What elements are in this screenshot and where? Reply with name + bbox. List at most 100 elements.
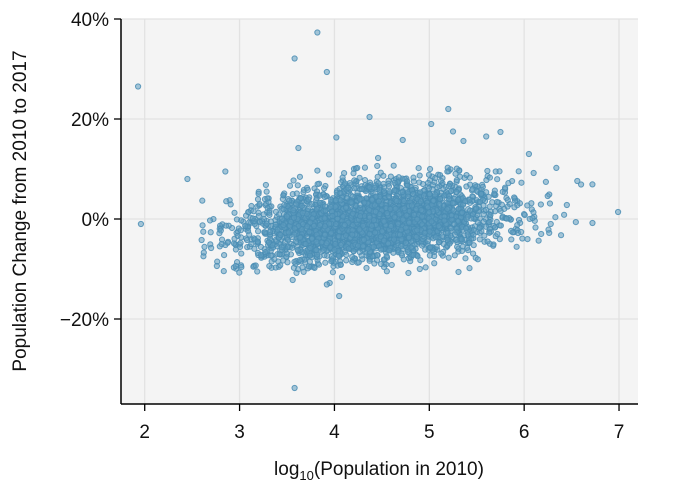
data-point <box>373 251 381 259</box>
data-point <box>374 154 382 162</box>
data-point <box>455 196 462 203</box>
data-point <box>494 230 501 238</box>
data-point <box>314 29 321 36</box>
data-point <box>481 232 488 239</box>
data-point <box>374 162 381 170</box>
data-point <box>416 265 423 273</box>
data-point <box>532 224 539 231</box>
data-point <box>445 105 452 113</box>
data-point <box>496 236 503 243</box>
data-point <box>399 188 406 196</box>
data-point <box>285 229 292 236</box>
data-point <box>298 202 305 210</box>
data-point <box>537 201 544 208</box>
data-point <box>426 228 433 235</box>
data-point <box>327 229 335 236</box>
data-point <box>445 254 452 261</box>
data-point <box>444 229 451 237</box>
data-point <box>338 273 346 281</box>
data-point <box>466 239 473 246</box>
data-point <box>321 231 329 238</box>
data-point <box>390 236 398 243</box>
data-point <box>294 182 301 189</box>
data-point <box>308 235 316 242</box>
data-point <box>246 231 253 238</box>
data-point <box>401 205 408 212</box>
data-point <box>332 240 339 248</box>
data-point <box>444 236 451 244</box>
data-point <box>371 229 379 236</box>
data-point <box>293 201 300 208</box>
data-point <box>478 190 485 197</box>
data-point <box>504 203 511 210</box>
data-point <box>436 200 443 208</box>
data-point <box>449 128 457 135</box>
data-point <box>383 268 390 275</box>
data-point <box>295 144 302 152</box>
data-point <box>435 239 442 246</box>
data-point <box>553 164 560 171</box>
data-point <box>511 194 518 201</box>
data-point <box>530 169 537 177</box>
data-point <box>321 185 328 192</box>
data-point <box>402 239 410 247</box>
data-point <box>446 196 453 203</box>
data-point <box>335 233 342 240</box>
data-point <box>535 237 542 244</box>
data-point <box>453 236 460 243</box>
data-point <box>469 250 477 257</box>
data-point <box>386 247 393 254</box>
data-point <box>375 198 382 205</box>
data-point <box>484 238 491 245</box>
data-point <box>291 384 298 392</box>
data-point <box>472 205 480 212</box>
data-point <box>316 192 323 199</box>
data-point <box>563 201 570 209</box>
data-point <box>355 259 362 266</box>
data-point <box>426 191 433 198</box>
data-point <box>294 246 301 254</box>
data-point <box>223 198 230 205</box>
data-point <box>242 222 249 230</box>
data-point <box>331 246 338 254</box>
data-point <box>237 239 244 246</box>
data-point <box>321 215 328 222</box>
data-point <box>272 221 279 228</box>
data-point <box>220 268 227 275</box>
data-point <box>546 200 554 207</box>
data-point <box>497 128 504 136</box>
data-point <box>425 185 433 192</box>
data-point <box>494 198 501 206</box>
data-point <box>236 269 243 276</box>
data-point <box>424 204 431 211</box>
data-point <box>200 228 207 235</box>
data-point <box>295 266 302 273</box>
data-point <box>399 216 406 223</box>
data-point <box>448 188 455 195</box>
data-point <box>266 228 273 236</box>
data-point <box>552 214 559 221</box>
data-point <box>232 262 239 270</box>
data-point <box>486 218 493 226</box>
data-point <box>463 183 470 190</box>
data-point <box>410 178 417 185</box>
data-point <box>254 268 261 275</box>
y-tick-label: 0% <box>82 210 110 231</box>
data-point <box>379 228 386 235</box>
data-point <box>329 212 336 220</box>
data-point <box>280 221 287 229</box>
data-point <box>341 221 348 229</box>
data-point <box>307 244 314 252</box>
data-point <box>416 172 423 179</box>
data-point <box>426 209 433 216</box>
data-point <box>304 186 311 193</box>
data-point <box>390 162 397 169</box>
data-point <box>451 231 459 238</box>
data-point <box>322 259 329 266</box>
data-point <box>221 252 228 259</box>
data-point <box>453 188 460 196</box>
data-point <box>466 207 474 214</box>
data-point <box>452 170 459 177</box>
data-point <box>371 260 378 267</box>
data-point <box>272 264 279 271</box>
